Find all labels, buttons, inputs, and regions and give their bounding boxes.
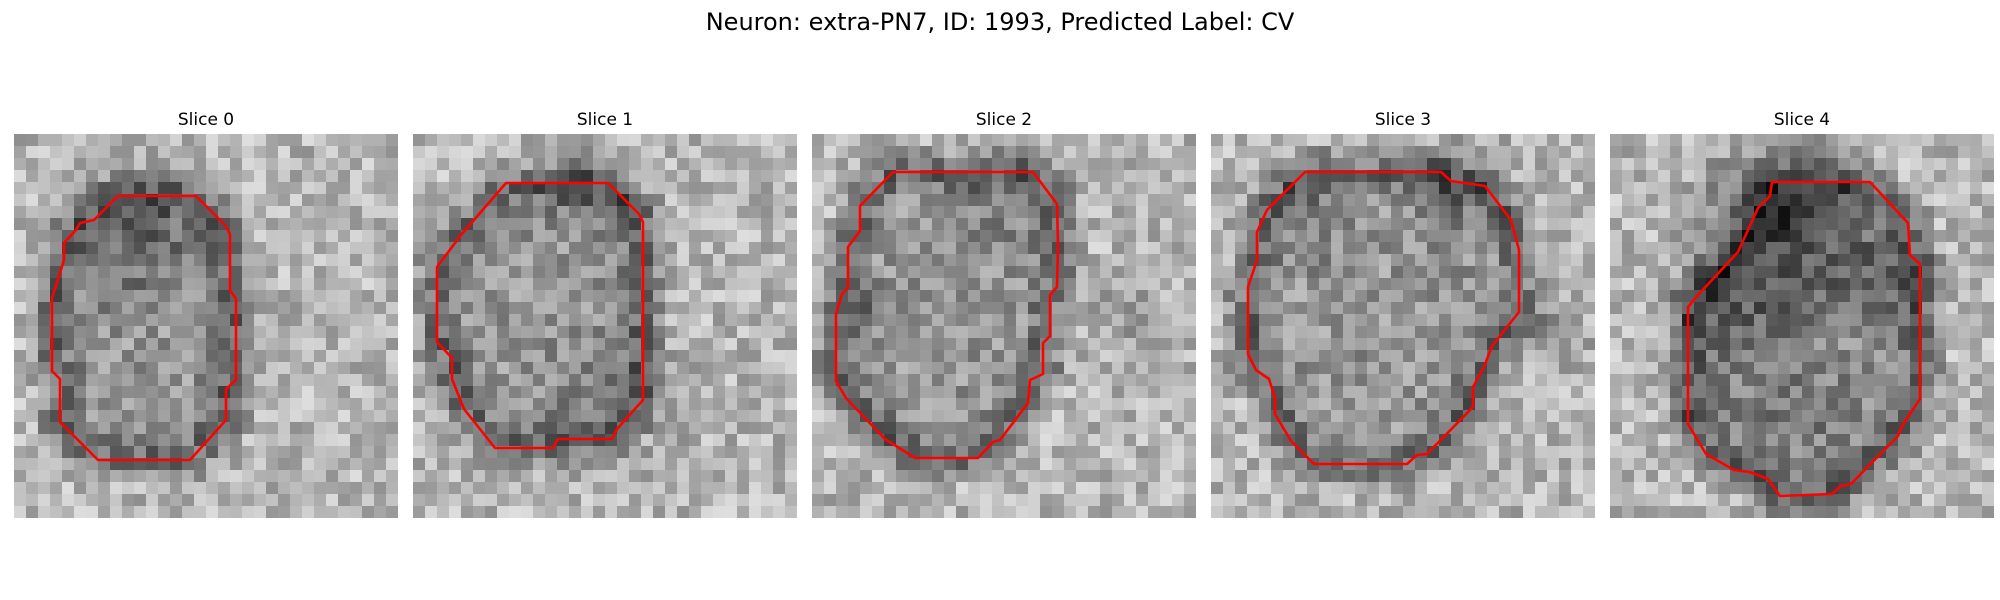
slice-image-3: [1211, 134, 1595, 518]
slice-title: Slice 3: [1374, 110, 1432, 130]
slice-title: Slice 4: [1773, 110, 1831, 130]
slice-image-4: [1610, 134, 1994, 518]
neuron-contour: [834, 170, 1060, 460]
slice-title: Slice 2: [975, 110, 1033, 130]
neuron-contour: [50, 194, 238, 462]
figure-title: Neuron: extra-PN7, ID: 1993, Predicted L…: [705, 8, 1295, 36]
neuron-contour: [1686, 180, 1922, 498]
slice-title: Slice 1: [576, 110, 634, 130]
slice-title: Slice 0: [177, 110, 235, 130]
slice-image-2: [812, 134, 1196, 518]
neuron-contour: [435, 181, 645, 450]
slice-image-0: [14, 134, 398, 518]
slice-image-1: [413, 134, 797, 518]
neuron-contour: [1246, 170, 1521, 466]
